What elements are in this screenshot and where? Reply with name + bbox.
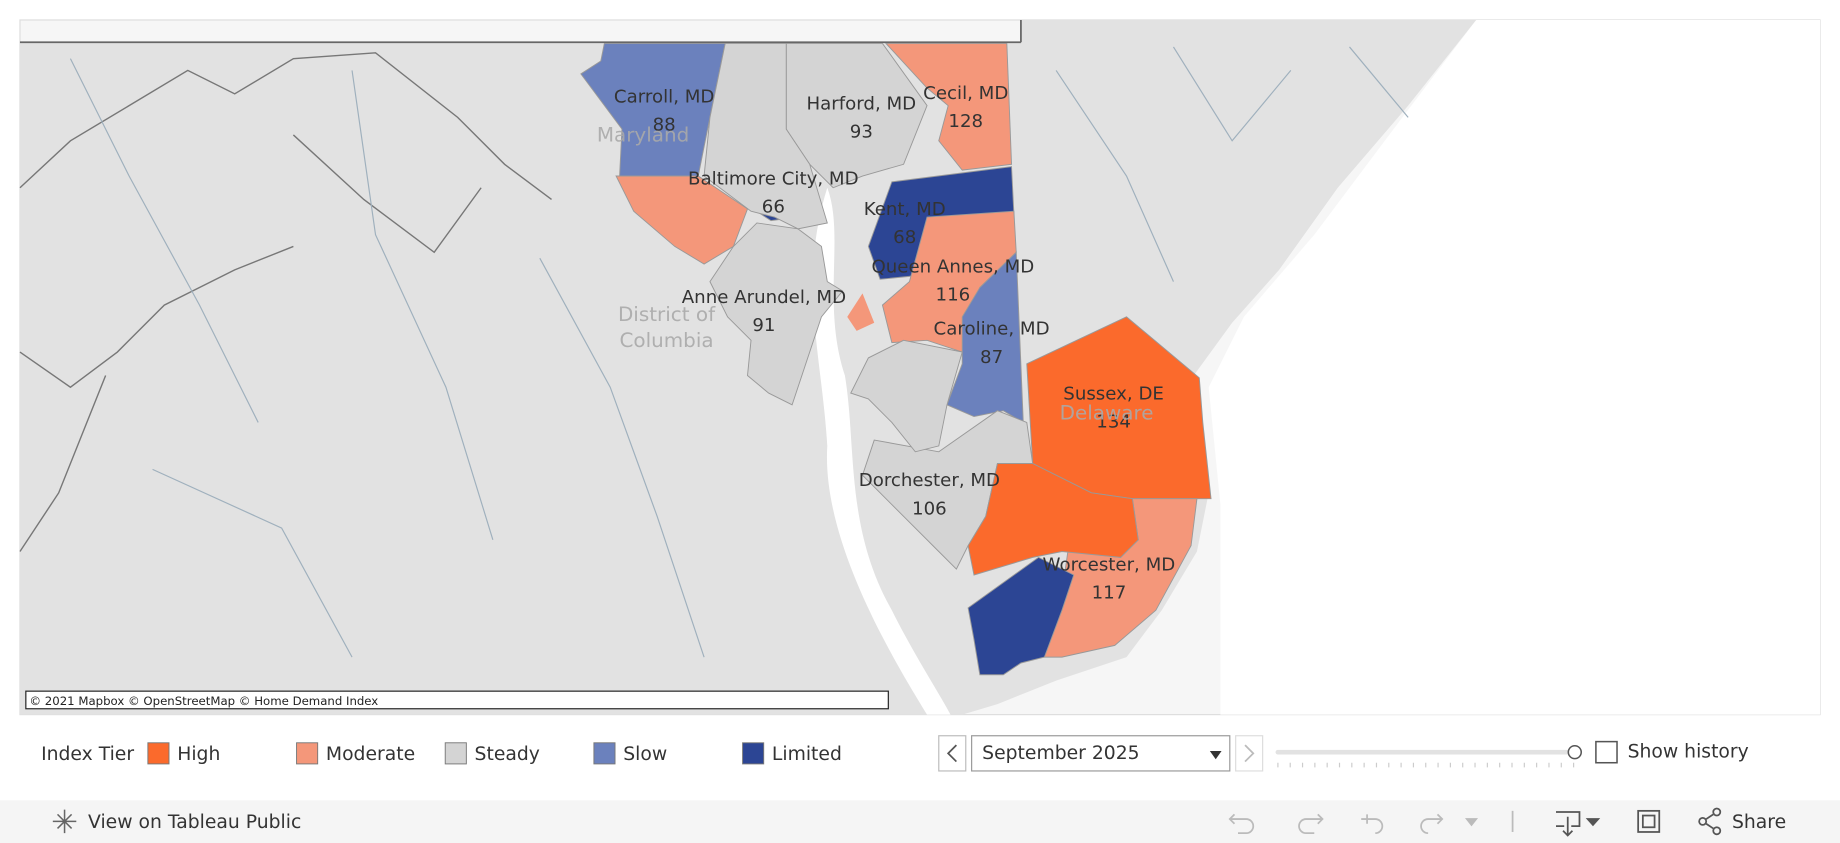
basemap-label: District of	[618, 302, 716, 326]
region-name: Queen Annes, MD	[871, 257, 1034, 278]
region[interactable]	[881, 210, 1017, 353]
legend-swatch	[444, 742, 467, 765]
region-unlabeled	[703, 42, 828, 230]
view-link[interactable]: View on Tableau Public	[88, 812, 301, 833]
region-name: Dorchester, MD	[859, 470, 1000, 491]
region-unlabeled	[967, 463, 1139, 576]
region-value: 88	[653, 115, 676, 136]
slider-ticks	[1277, 762, 1575, 768]
legend-label: Slow	[623, 744, 667, 765]
legend-label: Steady	[475, 744, 540, 765]
legend-label: Limited	[772, 744, 842, 765]
region-unlabeled	[850, 339, 963, 453]
prev-icon	[946, 744, 957, 763]
region-value: 91	[752, 315, 775, 336]
tableau-icon	[52, 809, 77, 834]
region-value: 106	[912, 498, 947, 519]
region-name: Harford, MD	[806, 93, 916, 114]
dropdown-caret	[1209, 751, 1222, 760]
basemap-label: Delaware	[1060, 401, 1154, 425]
legend-swatch	[742, 742, 765, 765]
date-dropdown[interactable]	[971, 735, 1231, 772]
legend-swatch	[593, 742, 616, 765]
history-label[interactable]: Show history	[1628, 742, 1749, 763]
region-name: Cecil, MD	[923, 83, 1008, 104]
toolbar	[0, 800, 1840, 843]
legend-label: Moderate	[326, 744, 415, 765]
region-unlabeled	[615, 175, 749, 265]
date-value: September 2025	[982, 743, 1139, 764]
legend-title: Index Tier	[41, 744, 134, 765]
region-value: 117	[1092, 583, 1127, 604]
state-border	[19, 19, 1022, 44]
ocean	[1208, 19, 1821, 715]
region-unlabeled	[967, 556, 1075, 676]
toolbar-icons	[1228, 810, 1514, 835]
region-name: Anne Arundel, MD	[682, 287, 846, 308]
region-value: 87	[980, 347, 1003, 368]
bay	[812, 187, 951, 715]
region-name: Kent, MD	[864, 199, 946, 220]
toolbar-icons[interactable]	[1556, 807, 1722, 837]
region-value: 116	[936, 285, 971, 306]
attribution: © 2021 Mapbox © OpenStreetMap © Home Dem…	[29, 694, 378, 708]
region-value: 68	[893, 227, 916, 248]
region-name: Baltimore City, MD	[688, 169, 859, 190]
next-icon	[1244, 744, 1255, 763]
region-name: Carroll, MD	[614, 86, 715, 107]
basemap-label: Columbia	[619, 328, 713, 352]
region-value: 66	[762, 197, 785, 218]
county-lines	[69, 46, 1409, 658]
boundaries	[19, 52, 552, 552]
region-value: 134	[1096, 411, 1131, 432]
region-name: Caroline, MD	[934, 319, 1050, 340]
slider-track[interactable]	[1275, 749, 1573, 755]
region-unlabeled	[847, 293, 875, 331]
region-name: Worcester, MD	[1043, 555, 1176, 576]
slider-thumb[interactable]	[1567, 744, 1582, 760]
legend-label: High	[177, 744, 220, 765]
basemap-label: Maryland	[597, 123, 689, 147]
history-checkbox[interactable]	[1595, 740, 1618, 764]
next-button[interactable]	[1235, 735, 1264, 772]
attribution-box	[25, 690, 889, 710]
legend-swatch	[147, 742, 170, 765]
share-button[interactable]: Share	[1732, 812, 1786, 833]
region-value: 93	[850, 122, 873, 143]
prev-button[interactable]	[938, 735, 967, 772]
legend-swatch	[296, 742, 319, 765]
region[interactable]	[884, 42, 1013, 171]
region-value: 128	[948, 111, 983, 132]
region-name: Sussex, DE	[1063, 383, 1164, 404]
region[interactable]	[709, 222, 844, 406]
